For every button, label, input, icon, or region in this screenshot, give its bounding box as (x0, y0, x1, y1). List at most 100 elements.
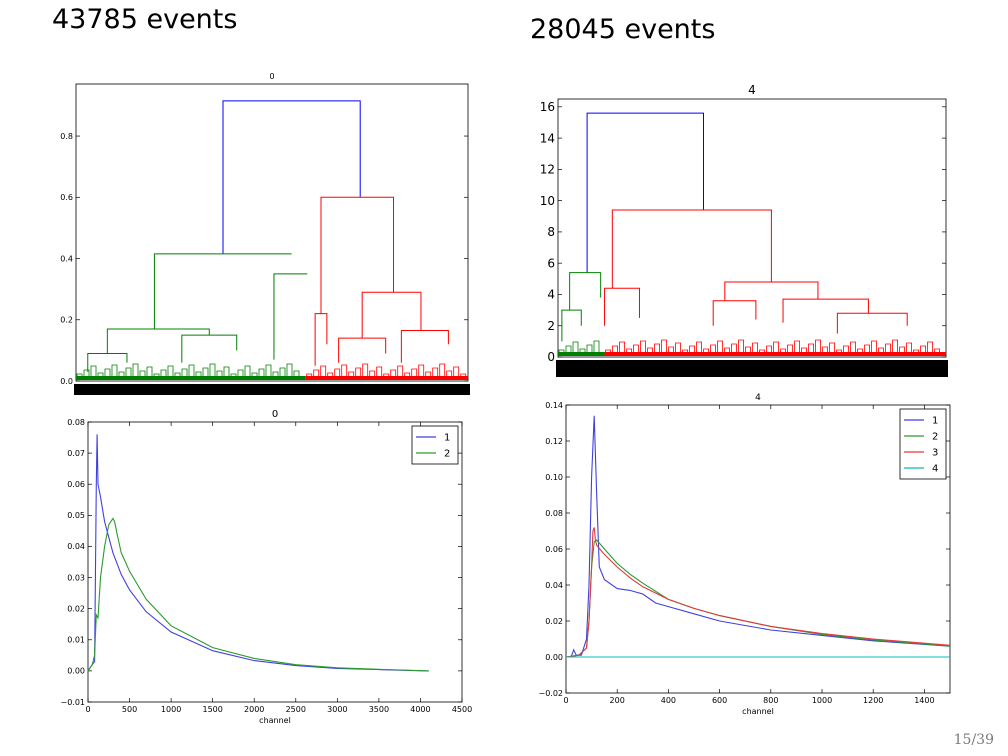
dendrogram-left-leaf-branch (202, 367, 209, 377)
dendrogram-left-leaf-labels (74, 384, 470, 395)
dendrogram-left-leaf-branch (418, 364, 425, 377)
dendrogram-right-leaf-branch (829, 342, 835, 353)
dendrogram-right-leaf-labels (556, 360, 948, 377)
dendrogram-right-leaf-branch (717, 340, 723, 353)
line-right-ytick-label: −0.02 (538, 689, 563, 698)
line-left-frame (87, 421, 463, 703)
dendrogram-left-leaf-branch (355, 367, 362, 377)
dendrogram-left-leaf-branch (244, 365, 251, 377)
dendrogram-left-title: 0 (269, 72, 274, 81)
line-left-xtick-label: 4000 (410, 705, 430, 714)
line-left-ytick-label: 0.00 (67, 667, 85, 676)
line-left-xtick-label: 500 (122, 705, 137, 714)
dendrogram-left-ytick-label: 0.2 (60, 316, 73, 325)
dendrogram-right-ytick-label: 16 (540, 100, 555, 114)
dendrogram-right-leaf-branch (738, 339, 744, 353)
dendrogram-left-leaf-branch (251, 372, 258, 377)
dendrogram-left-link-10 (400, 329, 449, 363)
dendrogram-left-leaf-branch (76, 373, 83, 377)
line-right-series-2 (565, 539, 951, 658)
dendrogram-right-link-7 (782, 298, 869, 323)
dendrogram-left-leaf-branch (223, 366, 230, 377)
dendrogram-left-link-1 (153, 253, 292, 329)
dendrogram-left-leaf-branch (125, 367, 132, 377)
dendrogram-right-leaf-cluster (604, 352, 946, 356)
slide-title-left: 43785 events (52, 4, 238, 35)
line-left-ytick-label: 0.03 (67, 573, 85, 582)
line-right-ytick-label: 0.00 (545, 653, 563, 662)
dendrogram-left-leaf-branch (320, 365, 327, 377)
line-left-legend-label-1: 1 (444, 433, 450, 444)
dendrogram-right-ytick-label: 2 (547, 319, 555, 333)
line-left-xtick-label: 3000 (327, 705, 347, 714)
line-left-series-1 (87, 434, 429, 672)
dendrogram-left-leaf-branch (313, 369, 320, 377)
dendrogram-right-leaf-branch (836, 349, 842, 353)
dendrogram-right-leaf-branch (934, 348, 940, 353)
line-right-legend-label-3: 3 (932, 448, 938, 459)
line-left-ytick-label: 0.02 (67, 604, 85, 613)
dendrogram-right-leaf-branch (572, 341, 579, 353)
dendrogram-right-leaf-branch (794, 340, 800, 353)
dendrogram-left-link-2 (273, 273, 308, 360)
dendrogram-left-leaf-branch (390, 369, 397, 377)
line-right-series-3 (565, 527, 951, 658)
dendrogram-left-leaf-branch (160, 369, 167, 377)
dendrogram-left-leaf-branch (209, 363, 216, 377)
dendrogram-left-leaf-branch (446, 370, 453, 377)
dendrogram-left-frame (75, 83, 469, 382)
dendrogram-left-leaf-branch (397, 365, 404, 377)
dendrogram-right-leaf-branch (731, 343, 737, 353)
line-right-ytick-label: 0.12 (545, 437, 563, 446)
dendrogram-left-leaf-cluster (76, 376, 306, 380)
dendrogram-right-leaf-branch (661, 339, 667, 353)
line-left-ytick-label: 0.05 (67, 511, 85, 520)
dendrogram-right-ytick-label: 6 (547, 256, 555, 270)
dendrogram-left-leaf-branch (139, 370, 146, 377)
dendrogram-left-leaf-branch (132, 363, 139, 377)
line-right-legend-label-1: 1 (932, 416, 938, 427)
line-left-ytick-label: 0.08 (67, 418, 85, 427)
dendrogram-left-link-5 (87, 352, 128, 372)
dendrogram-right-ytick-label: 10 (540, 194, 555, 208)
line-right-series-1 (566, 415, 951, 658)
dendrogram-right-leaf-branch (773, 341, 779, 353)
line-right-title: 4 (755, 393, 761, 403)
dendrogram-right-leaf-branch (682, 349, 688, 353)
dendrogram-right-title: 4 (748, 83, 756, 97)
dendrogram-left-leaf-branch (404, 372, 411, 377)
dendrogram-right-link-0 (586, 112, 704, 273)
line-left-xtick-label: 2000 (244, 705, 264, 714)
line-right-ytick-label: 0.06 (545, 545, 563, 554)
page-number: 15/39 (953, 732, 994, 748)
line-left-series-2 (87, 517, 429, 672)
dendrogram-left-leaf-branch (237, 369, 244, 377)
dendrogram-left-leaf-branch (83, 369, 90, 377)
line-left-ytick-label: 0.01 (67, 636, 85, 645)
dendrogram-left-link-6 (320, 196, 395, 314)
dendrogram-right-leaf-branch (640, 340, 646, 353)
dendrogram-right-leaf-branch (857, 348, 863, 353)
dendrogram-left-leaf-branch (153, 373, 160, 377)
dendrogram-right-leaf-branch (787, 344, 793, 353)
line-left-legend (411, 425, 459, 465)
dendrogram-right-leaf-branch (558, 349, 565, 353)
line-right-ytick-label: 0.02 (545, 617, 563, 626)
dendrogram-left-leaf-branch (104, 368, 111, 377)
dendrogram-left-leaf-branch (195, 371, 202, 377)
dendrogram-left-link-4 (181, 334, 238, 363)
dendrogram-left-leaf-branch (376, 366, 383, 377)
dendrogram-right-leaf-branch (752, 342, 758, 353)
line-left-xtick-label: 1500 (202, 705, 222, 714)
dendrogram-right-link-5 (724, 281, 819, 301)
dendrogram-left-ytick-label: 0.0 (60, 377, 73, 386)
dendrogram-right-link-3 (611, 209, 772, 289)
dendrogram-right-leaf-branch (696, 341, 702, 353)
dendrogram-left-leaf-branch (453, 366, 460, 377)
line-right-xtick-label: 600 (712, 696, 727, 705)
dendrogram-right-leaf-branch (850, 341, 856, 353)
line-right-legend-label-4: 4 (932, 464, 938, 475)
dendrogram-right-ytick-label: 4 (547, 288, 555, 302)
line-right-xtick-label: 1200 (863, 696, 883, 705)
